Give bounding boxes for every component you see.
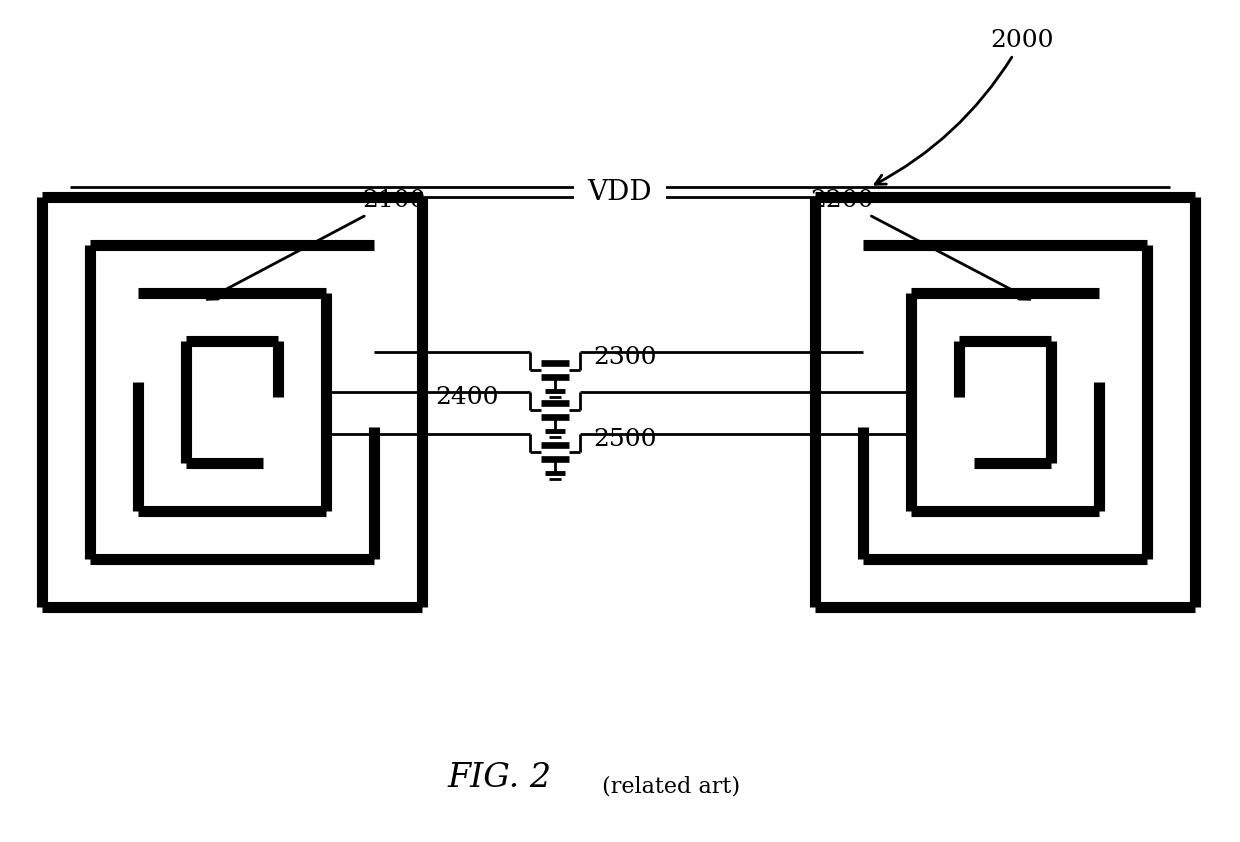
Text: FIG. 2: FIG. 2 [448, 762, 552, 794]
Text: 2000: 2000 [875, 29, 1054, 184]
Text: 2300: 2300 [593, 345, 656, 369]
Text: 2400: 2400 [435, 386, 498, 408]
Text: VDD: VDD [588, 179, 652, 205]
Text: 2100: 2100 [207, 189, 425, 299]
Text: 2200: 2200 [810, 189, 1029, 299]
Text: (related art): (related art) [595, 775, 740, 797]
Text: 2500: 2500 [593, 428, 656, 450]
